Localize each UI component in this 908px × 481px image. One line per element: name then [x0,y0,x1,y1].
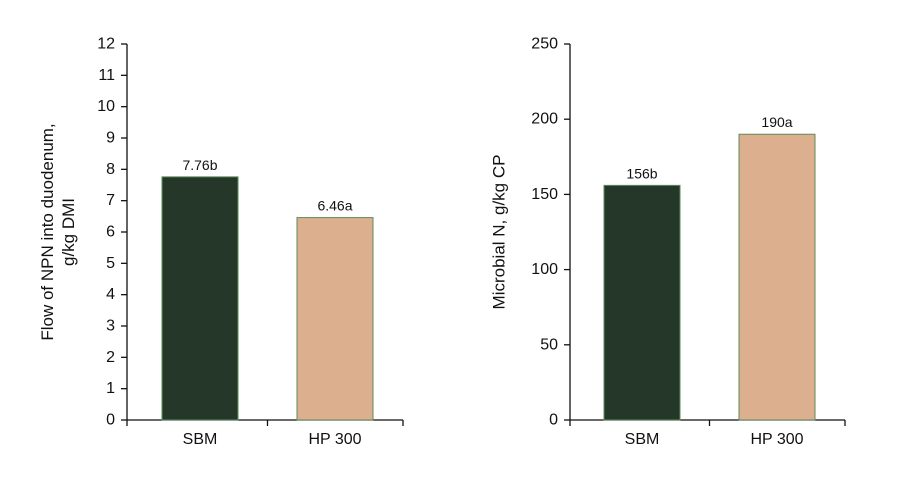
y-tick-label: 9 [106,130,115,147]
data-label: 156b [626,165,657,181]
y-tick-label: 50 [540,336,558,353]
y-axis-title: g/kg DMI [59,198,78,266]
y-tick-label: 10 [97,98,115,115]
y-tick-label: 200 [531,111,558,128]
y-tick-label: 0 [106,412,115,429]
x-tick-label: SBM [625,431,660,448]
y-tick-label: 150 [531,186,558,203]
y-tick-label: 5 [106,255,115,272]
y-tick-label: 6 [106,224,115,241]
data-label: 7.76b [182,157,217,173]
bar-hp-300 [738,133,816,421]
y-tick-label: 11 [98,67,115,84]
bar-sbm [161,176,239,421]
y-axis-title: Flow of NPN into duodenum, [38,123,57,340]
x-tick-label: SBM [183,431,218,448]
y-tick-label: 3 [106,318,115,335]
y-tick-label: 2 [106,349,115,366]
y-tick-label: 0 [549,412,558,429]
y-tick-label: 4 [106,286,115,303]
y-tick-label: 1 [106,380,115,397]
x-tick-label: HP 300 [308,431,361,448]
bar-hp-300 [296,217,374,421]
y-tick-label: 12 [97,36,115,53]
bar-sbm [603,184,681,421]
data-label: 6.46a [317,198,352,214]
chart-panel-2: 0 50 100 150 200 250 156b SBM 190a HP 300 Microbia… [490,36,846,448]
y-tick-label: 250 [531,36,558,53]
y-tick-label: 7 [106,192,115,209]
data-label: 190a [761,114,792,130]
y-axis-title: Microbial N, g/kg CP [490,155,509,310]
y-tick-label: 100 [531,261,558,278]
y-tick-label: 8 [106,161,115,178]
x-tick-label: HP 300 [750,431,803,448]
